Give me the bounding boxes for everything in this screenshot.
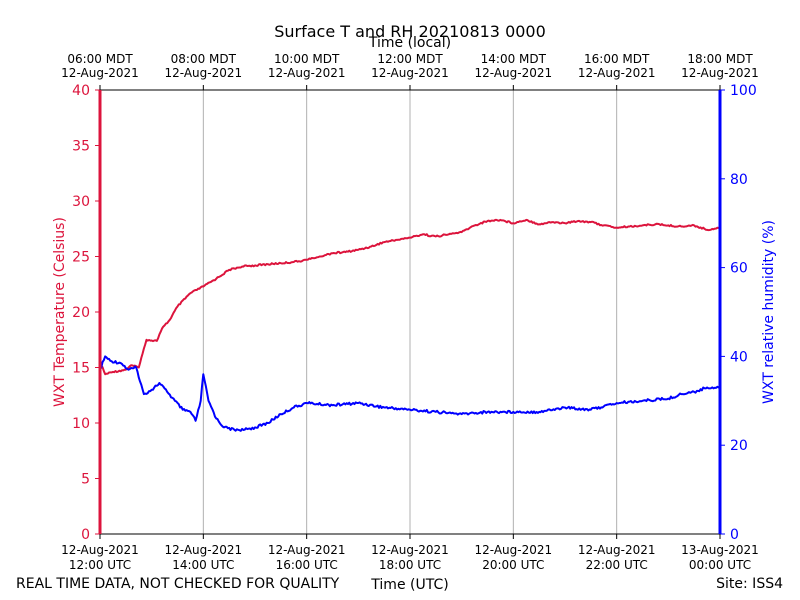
- left-tick-label-5: 25: [72, 250, 90, 266]
- chart-title: Surface T and RH 20210813 0000: [274, 22, 546, 41]
- top-axis-label: Time (local): [368, 35, 451, 51]
- right-tick-label-1: 20: [730, 438, 748, 454]
- bottom-tick-time-0: 12:00 UTC: [69, 558, 131, 572]
- left-tick-label-4: 20: [72, 305, 90, 321]
- top-tick-time-2: 10:00 MDT: [274, 52, 340, 66]
- ticks-group: 051015202530354002040608010012-Aug-20211…: [61, 52, 759, 572]
- bottom-tick-time-4: 20:00 UTC: [482, 558, 544, 572]
- left-tick-label-0: 0: [81, 527, 90, 543]
- right-axis-label: WXT relative humidity (%): [761, 220, 777, 404]
- bottom-tick-date-4: 12-Aug-2021: [475, 543, 553, 557]
- top-tick-time-1: 08:00 MDT: [171, 52, 237, 66]
- left-tick-label-2: 10: [72, 416, 90, 432]
- bottom-tick-date-5: 12-Aug-2021: [578, 543, 656, 557]
- top-tick-time-5: 16:00 MDT: [584, 52, 650, 66]
- left-axis-label: WXT Temperature (Celsius): [52, 217, 68, 407]
- top-tick-time-6: 18:00 MDT: [687, 52, 753, 66]
- left-tick-label-6: 30: [72, 194, 90, 210]
- right-tick-label-4: 80: [730, 172, 748, 188]
- right-tick-label-3: 60: [730, 261, 748, 277]
- top-tick-date-3: 12-Aug-2021: [371, 66, 449, 80]
- bottom-tick-time-2: 16:00 UTC: [276, 558, 338, 572]
- bottom-tick-date-1: 12-Aug-2021: [165, 543, 243, 557]
- top-tick-date-6: 12-Aug-2021: [681, 66, 759, 80]
- top-tick-time-0: 06:00 MDT: [67, 52, 133, 66]
- right-tick-label-2: 40: [730, 349, 748, 365]
- temperature-line: [99, 218, 721, 376]
- left-tick-label-7: 35: [72, 139, 90, 155]
- top-tick-date-5: 12-Aug-2021: [578, 66, 656, 80]
- disclaimer-text: REAL TIME DATA, NOT CHECKED FOR QUALITY: [16, 576, 340, 592]
- vertical-gridlines: [202, 90, 618, 534]
- bottom-tick-date-6: 13-Aug-2021: [681, 543, 759, 557]
- left-tick-label-8: 40: [72, 83, 90, 99]
- bottom-tick-time-1: 14:00 UTC: [172, 558, 234, 572]
- series-group: [99, 218, 721, 432]
- bottom-tick-date-3: 12-Aug-2021: [371, 543, 449, 557]
- x-axis-label: Time (UTC): [370, 577, 448, 593]
- left-tick-label-3: 15: [72, 361, 90, 377]
- bottom-tick-time-3: 18:00 UTC: [379, 558, 441, 572]
- right-tick-label-0: 0: [730, 527, 739, 543]
- top-tick-time-4: 14:00 MDT: [481, 52, 547, 66]
- bottom-tick-date-2: 12-Aug-2021: [268, 543, 346, 557]
- humidity-line: [99, 355, 720, 432]
- bottom-tick-time-5: 22:00 UTC: [586, 558, 648, 572]
- top-tick-date-4: 12-Aug-2021: [475, 66, 553, 80]
- bottom-tick-time-6: 00:00 UTC: [689, 558, 751, 572]
- bottom-tick-date-0: 12-Aug-2021: [61, 543, 139, 557]
- right-tick-label-5: 100: [730, 83, 757, 99]
- top-tick-date-2: 12-Aug-2021: [268, 66, 346, 80]
- top-tick-date-1: 12-Aug-2021: [165, 66, 243, 80]
- left-tick-label-1: 5: [81, 472, 90, 488]
- site-label: Site: ISS4: [716, 576, 783, 592]
- top-tick-date-0: 12-Aug-2021: [61, 66, 139, 80]
- top-tick-time-3: 12:00 MDT: [377, 52, 443, 66]
